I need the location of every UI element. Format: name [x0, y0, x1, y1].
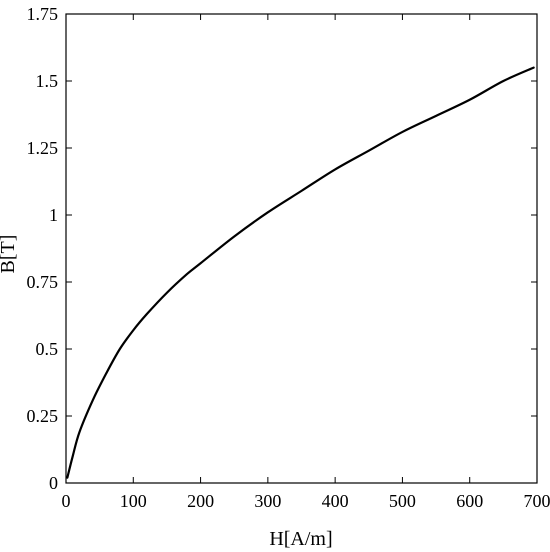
y-tick-label: 1 — [49, 205, 58, 225]
axis-ticks — [65, 13, 538, 484]
x-tick-label: 300 — [254, 491, 281, 511]
x-tick-label: 100 — [120, 491, 147, 511]
x-tick-label: 500 — [389, 491, 416, 511]
x-tick-label: 200 — [187, 491, 214, 511]
y-tick-label: 1.75 — [27, 4, 59, 24]
x-tick-label: 0 — [62, 491, 71, 511]
x-tick-label: 400 — [322, 491, 349, 511]
axis-tick-labels: 0 100 200 300 400 500 600 700 0 0.25 0.5 0.75 1 1.25 1… — [27, 4, 550, 511]
bh-curve-line — [66, 66, 535, 479]
x-tick-label: 700 — [524, 491, 550, 511]
y-tick-label: 0.25 — [27, 406, 59, 426]
y-axis-label: B[T] — [0, 235, 19, 274]
y-tick-label: 1.5 — [36, 71, 59, 91]
x-tick-label: 600 — [456, 491, 483, 511]
y-tick-label: 0.5 — [36, 339, 59, 359]
y-tick-label: 0.75 — [27, 272, 59, 292]
y-tick-label: 0 — [49, 473, 58, 493]
plot-area-frame — [65, 13, 538, 484]
x-axis-label: H[A/m] — [269, 528, 332, 550]
y-tick-label: 1.25 — [27, 138, 59, 158]
